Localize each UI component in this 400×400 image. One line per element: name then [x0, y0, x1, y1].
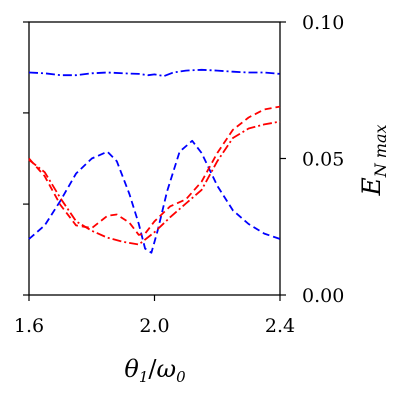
- y-tick-label: 0.00: [302, 285, 344, 307]
- x-tick-label: 1.6: [14, 315, 44, 337]
- series-line-1: [28, 68, 281, 77]
- y-axis-label: EN max: [357, 124, 390, 196]
- series-line-3: [28, 105, 281, 236]
- series-line-4: [28, 120, 281, 246]
- x-axis-label: θ1/ω0: [124, 355, 186, 386]
- plot-frame: [28, 21, 281, 296]
- tick-layer: 1.6 2.0 2.4 0.00 0.05 0.10: [14, 12, 344, 337]
- series-line-2: [28, 139, 281, 254]
- y-tick-label: 0.05: [302, 149, 344, 171]
- x-tick-label: 2.4: [265, 315, 295, 337]
- x-tick-label: 2.0: [139, 315, 169, 337]
- y-tick-label: 0.10: [302, 12, 344, 34]
- series-layer: [28, 68, 281, 254]
